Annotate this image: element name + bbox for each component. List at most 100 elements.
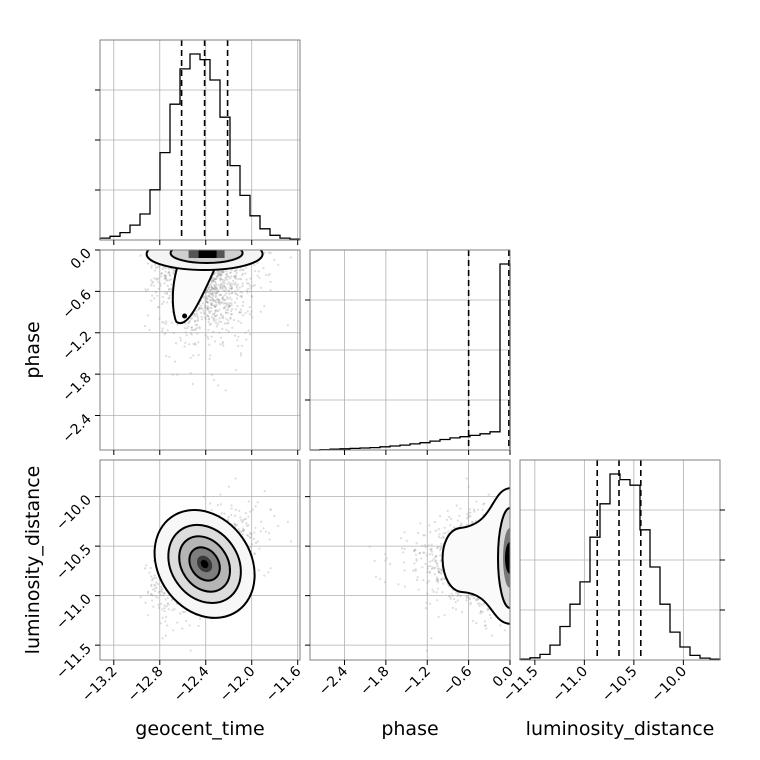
scatter-point	[221, 297, 224, 300]
scatter-point	[173, 608, 176, 611]
scatter-point	[235, 523, 238, 527]
scatter-point	[267, 274, 270, 277]
scatter-point	[212, 287, 215, 290]
scatter-point	[239, 311, 242, 314]
x-tick-label: −11.6	[263, 663, 305, 705]
scatter-point	[221, 271, 225, 274]
scatter-point	[216, 276, 219, 279]
scatter-point	[268, 273, 271, 276]
scatter-point	[219, 314, 222, 317]
scatter-point	[211, 288, 214, 291]
scatter-point	[222, 302, 225, 305]
scatter-point	[263, 574, 266, 577]
scatter-point	[245, 524, 248, 527]
scatter-point	[230, 504, 233, 507]
scatter-point	[220, 278, 223, 281]
scatter-point	[240, 291, 244, 294]
scatter-point	[194, 342, 197, 345]
scatter-point	[431, 553, 434, 556]
scatter-point	[475, 599, 478, 602]
scatter-point	[258, 547, 261, 550]
scatter-point	[206, 301, 209, 304]
scatter-point	[439, 554, 442, 557]
scatter-point	[203, 316, 206, 319]
scatter-point	[232, 318, 236, 322]
scatter-point	[214, 305, 217, 308]
scatter-point	[233, 514, 237, 518]
x-tick-label: −11.0	[550, 664, 592, 706]
scatter-point	[231, 292, 234, 295]
scatter-point	[239, 352, 242, 355]
scatter-point	[204, 298, 207, 301]
scatter-point	[209, 289, 212, 292]
scatter-point	[205, 297, 208, 300]
scatter-point	[230, 285, 233, 288]
scatter-point	[214, 294, 217, 297]
scatter-point	[471, 521, 474, 524]
scatter-point	[432, 567, 436, 570]
scatter-point	[230, 309, 233, 312]
scatter-point	[219, 303, 222, 306]
scatter-point	[241, 304, 244, 307]
scatter-point	[155, 581, 158, 584]
scatter-point	[206, 301, 209, 304]
scatter-point	[425, 649, 428, 652]
scatter-point	[198, 326, 201, 329]
scatter-point	[207, 321, 210, 324]
scatter-point	[225, 317, 228, 320]
scatter-point	[384, 581, 387, 584]
scatter-point	[220, 320, 223, 323]
scatter-point	[168, 273, 171, 276]
scatter-point	[216, 272, 220, 275]
scatter-point	[256, 261, 259, 265]
scatter-point	[196, 332, 199, 335]
scatter-point	[188, 321, 191, 324]
scatter-point	[150, 585, 153, 588]
scatter-point	[153, 583, 156, 586]
scatter-point	[217, 301, 220, 304]
scatter-point	[235, 297, 238, 300]
scatter-point	[215, 309, 218, 312]
scatter-point	[164, 598, 167, 601]
scatter-point	[235, 368, 238, 372]
scatter-point	[234, 281, 237, 284]
scatter-point	[465, 595, 468, 598]
scatter-point	[188, 624, 191, 627]
scatter-point	[217, 298, 220, 301]
scatter-point	[143, 567, 147, 570]
scatter-point	[458, 514, 461, 517]
scatter-point	[430, 543, 433, 546]
scatter-point	[429, 565, 432, 568]
scatter-point	[169, 274, 172, 277]
scatter-point	[403, 569, 406, 572]
scatter-point	[216, 290, 220, 294]
scatter-point	[208, 311, 211, 314]
scatter-point	[213, 277, 216, 280]
scatter-point	[219, 493, 222, 496]
scatter-point	[465, 477, 468, 480]
scatter-point	[168, 355, 171, 358]
x-tick-label: −1.8	[357, 664, 392, 699]
scatter-point	[207, 295, 211, 298]
scatter-point	[469, 511, 472, 514]
scatter-point	[260, 286, 263, 289]
scatter-point	[183, 327, 186, 330]
density-luminosity_distance-vs-phase	[441, 487, 510, 625]
scatter-point	[227, 485, 230, 488]
scatter-point	[437, 571, 441, 574]
scatter-point	[218, 317, 221, 320]
scatter-point	[216, 298, 219, 301]
scatter-point	[477, 508, 480, 511]
scatter-point	[166, 301, 169, 304]
scatter-point	[277, 263, 280, 266]
scatter-point	[167, 608, 170, 611]
scatter-point	[210, 303, 213, 306]
scatter-point	[212, 313, 216, 316]
scatter-point	[195, 327, 199, 330]
scatter-point	[253, 531, 256, 534]
scatter-point	[146, 590, 150, 593]
scatter-point	[465, 599, 468, 602]
scatter-point	[158, 317, 161, 320]
scatter-point	[443, 578, 446, 581]
scatter-point	[184, 341, 187, 344]
